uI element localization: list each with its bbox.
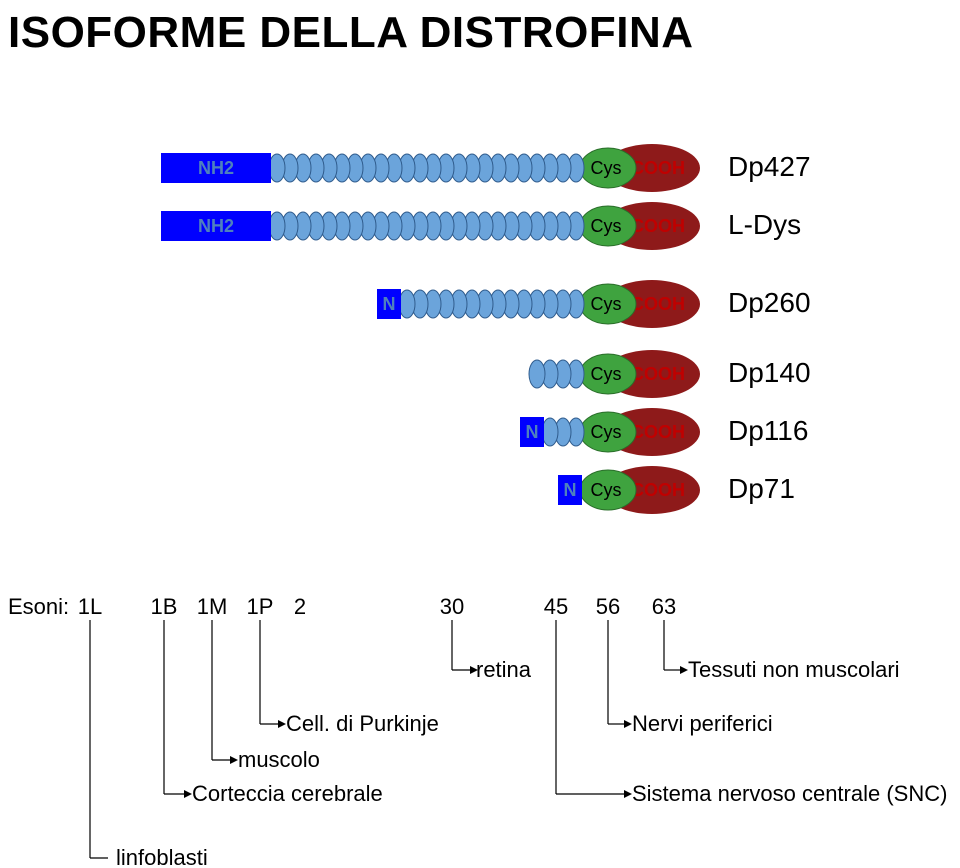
cooh-label: COOH (631, 216, 685, 236)
tissue-label: Cell. di Purkinje (286, 711, 439, 736)
tissue-label: Corteccia cerebrale (192, 781, 383, 806)
tissue-label: Tessuti non muscolari (688, 657, 900, 682)
arrowhead (624, 720, 632, 728)
isoform-name: Dp71 (728, 473, 795, 504)
exons-header: Esoni: (8, 594, 69, 619)
spectrin-repeat (269, 212, 285, 240)
arrowhead (184, 790, 192, 798)
cooh-label: COOH (631, 480, 685, 500)
exon-label: 45 (544, 594, 568, 619)
exon-label: 56 (596, 594, 620, 619)
nh2-label: NH2 (198, 216, 234, 236)
cooh-label: COOH (631, 158, 685, 178)
exon-label: 1M (197, 594, 228, 619)
tissue-label: retina (476, 657, 532, 682)
cys-label: Cys (591, 294, 622, 314)
exon-label: 30 (440, 594, 464, 619)
tissue-label: linfoblasti (116, 845, 208, 868)
cooh-label: COOH (631, 294, 685, 314)
diagram-canvas: COOH Cys NH2 Dp427 COOH Cys NH2 L-Dys COOH Cys N Dp… (0, 58, 960, 868)
nh2-label: N (564, 480, 577, 500)
tissue-label: muscolo (238, 747, 320, 772)
arrowhead (680, 666, 688, 674)
spectrin-repeat (529, 360, 545, 388)
spectrin-repeat (269, 154, 285, 182)
nh2-label: N (526, 422, 539, 442)
isoform-name: Dp116 (728, 415, 808, 446)
arrowhead (624, 790, 632, 798)
exon-label: 1B (151, 594, 178, 619)
isoform-name: Dp140 (728, 357, 811, 388)
isoform-name: Dp260 (728, 287, 811, 318)
page-title: ISOFORME DELLA DISTROFINA (0, 0, 960, 58)
page: ISOFORME DELLA DISTROFINA COOH Cys NH2 Dp42… (0, 0, 960, 862)
exon-label: 63 (652, 594, 676, 619)
tissue-label: Sistema nervoso centrale (SNC) (632, 781, 947, 806)
isoform-name: L-Dys (728, 209, 801, 240)
cooh-label: COOH (631, 422, 685, 442)
arrowhead (278, 720, 286, 728)
cooh-label: COOH (631, 364, 685, 384)
tissue-label: Nervi periferici (632, 711, 773, 736)
nh2-label: N (383, 294, 396, 314)
exon-label: 1P (247, 594, 274, 619)
cys-label: Cys (591, 422, 622, 442)
nh2-label: NH2 (198, 158, 234, 178)
arrowhead (230, 756, 238, 764)
isoform-name: Dp427 (728, 151, 811, 182)
exon-label: 2 (294, 594, 306, 619)
cys-label: Cys (591, 216, 622, 236)
exon-label: 1L (78, 594, 102, 619)
cys-label: Cys (591, 364, 622, 384)
cys-label: Cys (591, 480, 622, 500)
spectrin-repeat (399, 290, 415, 318)
spectrin-repeat (542, 418, 558, 446)
cys-label: Cys (591, 158, 622, 178)
